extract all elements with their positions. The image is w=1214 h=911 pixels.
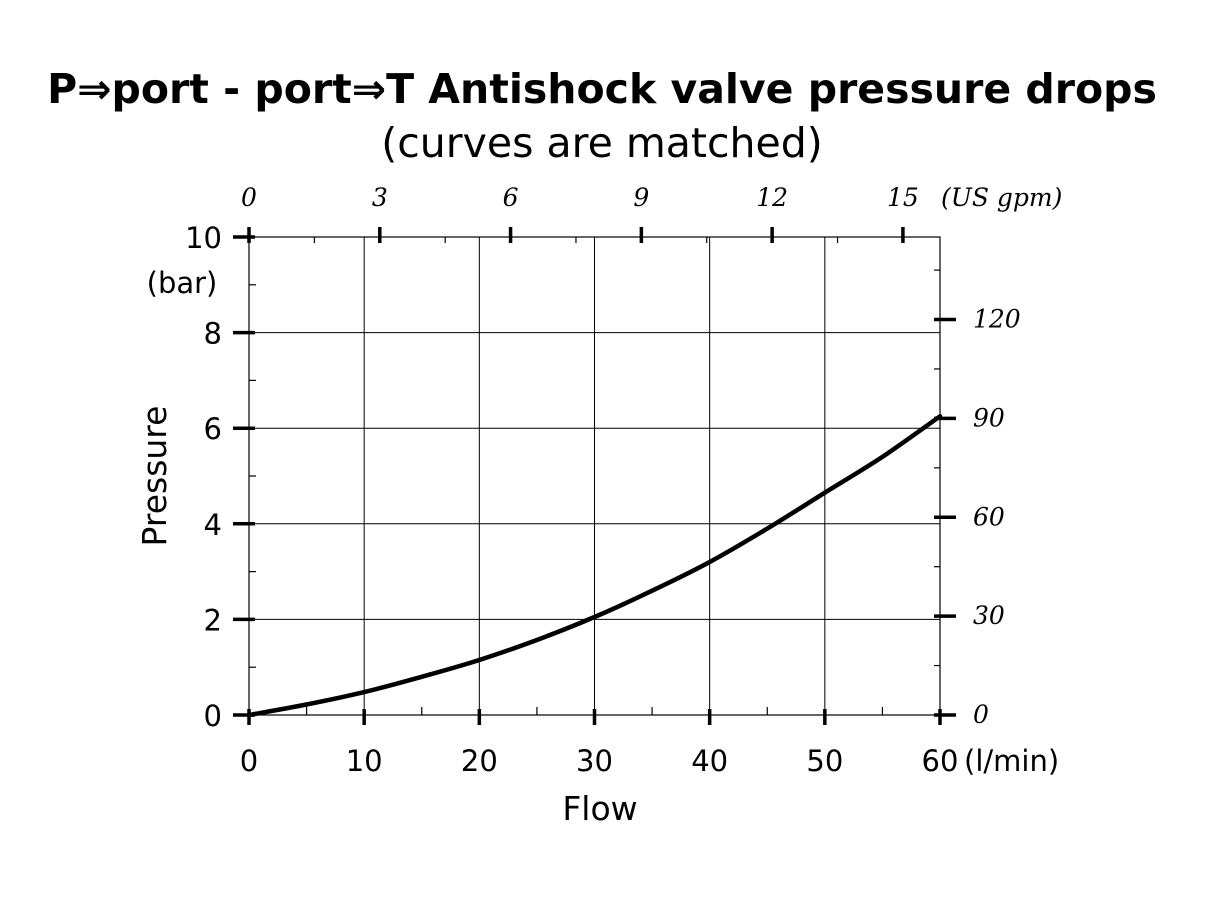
x-axis-unit: (l/min) — [964, 744, 1059, 778]
y-tick-label: 0 — [204, 699, 222, 733]
right-tick-label: 60 — [973, 502, 1005, 531]
x-tick-label: 50 — [806, 744, 843, 778]
top-tick-label: 0 — [241, 183, 257, 212]
y-tick-label: 2 — [204, 603, 222, 637]
y-axis-title: Pressure — [135, 406, 174, 547]
y-tick-label: 10 — [185, 221, 222, 255]
series-line — [246, 414, 943, 718]
right-tick-label: 90 — [973, 403, 1005, 432]
right-tick-label: 30 — [973, 601, 1005, 630]
x-tick-label: 20 — [461, 744, 498, 778]
right-tick-label: 0 — [973, 700, 989, 729]
y-tick-label: 6 — [204, 412, 222, 446]
x-tick-label: 40 — [691, 744, 728, 778]
y-tick-label: 8 — [204, 317, 222, 351]
top-tick-label: 6 — [503, 183, 519, 212]
series-layer — [246, 414, 943, 718]
grid-lines — [249, 237, 940, 715]
right-tick-label: 120 — [973, 305, 1021, 334]
major-ticks — [233, 227, 956, 725]
y-axis-unit: (bar) — [147, 266, 218, 300]
plot-frame — [248, 236, 941, 716]
x-tick-label: 0 — [240, 744, 258, 778]
x-tick-label: 30 — [576, 744, 613, 778]
top-tick-label: 9 — [633, 183, 649, 212]
top-axis-unit: (US gpm) — [941, 183, 1062, 212]
chart-title: P⇒port - port⇒T Antishock valve pressure… — [47, 65, 1157, 113]
x-tick-label: 60 — [922, 744, 959, 778]
x-axis-title: Flow — [562, 789, 637, 828]
top-tick-label: 15 — [887, 183, 919, 212]
tick-labels: 0 10 20 30 40 50 60 0 2 4 6 8 10 0 3 6 9 12 15 0 30 60 90 120 — [185, 183, 1021, 778]
x-tick-label: 10 — [346, 744, 383, 778]
top-tick-label: 3 — [372, 183, 388, 212]
minor-ticks — [249, 237, 940, 715]
y-tick-label: 4 — [204, 508, 222, 542]
chart-subtitle: (curves are matched) — [381, 119, 823, 167]
top-tick-label: 12 — [756, 183, 788, 212]
